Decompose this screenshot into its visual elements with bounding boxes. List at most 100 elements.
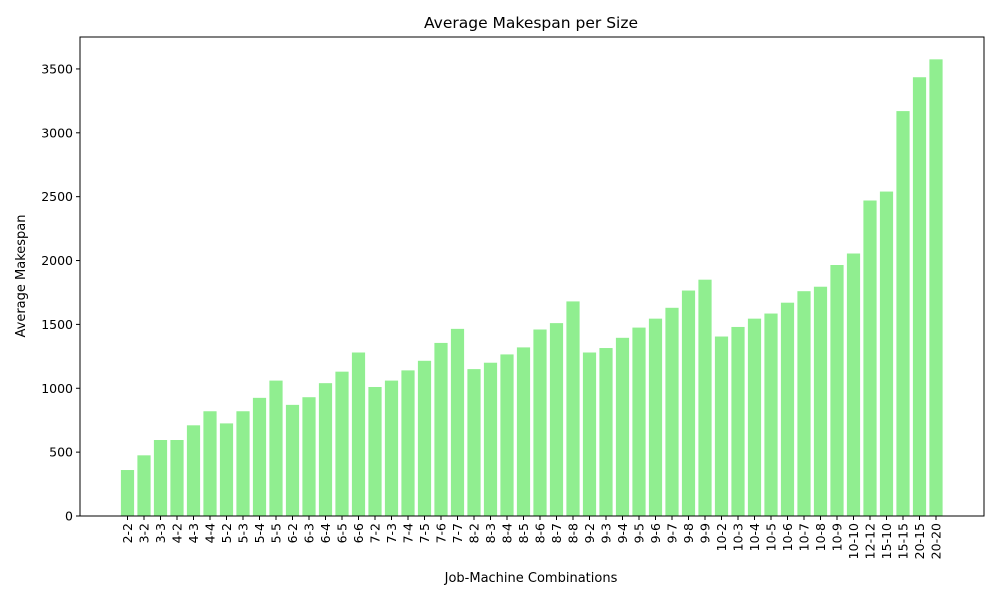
bar-9-3 bbox=[599, 348, 613, 516]
bar-8-7 bbox=[549, 323, 564, 516]
x-tick-label: 5-3 bbox=[236, 523, 251, 543]
bar-10-6 bbox=[780, 302, 795, 516]
bar-15-15 bbox=[896, 111, 910, 516]
bar-4-3 bbox=[186, 425, 201, 516]
x-tick-label: 5-4 bbox=[252, 523, 267, 543]
x-tick-label: 6-3 bbox=[302, 523, 317, 543]
bar-8-8 bbox=[566, 301, 580, 516]
bar-6-4 bbox=[318, 383, 333, 516]
bar-7-2 bbox=[368, 386, 382, 516]
bar-6-3 bbox=[302, 397, 316, 516]
x-tick-label: 3-2 bbox=[137, 523, 152, 543]
bar-4-2 bbox=[170, 440, 184, 516]
bar-5-2 bbox=[219, 423, 234, 516]
y-tick-label: 3000 bbox=[41, 125, 73, 140]
x-tick-label: 9-7 bbox=[665, 523, 680, 543]
x-tick-label: 9-9 bbox=[698, 523, 713, 543]
bar-7-3 bbox=[384, 380, 399, 516]
x-tick-label: 6-5 bbox=[335, 523, 350, 543]
bar-10-9 bbox=[830, 265, 844, 516]
bar-5-5 bbox=[269, 380, 283, 516]
bar-20-20 bbox=[929, 59, 943, 516]
bar-3-3 bbox=[153, 440, 168, 516]
bar-15-10 bbox=[879, 191, 894, 516]
x-tick-label: 4-2 bbox=[170, 523, 185, 543]
x-tick-label: 10-7 bbox=[797, 523, 812, 551]
x-tick-label: 20-15 bbox=[912, 523, 927, 559]
x-tick-label: 5-5 bbox=[269, 523, 284, 543]
bar-8-2 bbox=[467, 369, 481, 516]
x-tick-label: 10-3 bbox=[731, 523, 746, 551]
x-tick-label: 9-5 bbox=[632, 523, 647, 543]
x-axis: 2-2 3-2 3-3 4-2 4-3 4-4 5-2 5-3 5-4 5-5 6-2 6-3 6-4 6… bbox=[120, 516, 944, 559]
x-tick-label: 15-15 bbox=[896, 523, 911, 559]
bar-6-2 bbox=[285, 404, 300, 516]
bar-5-4 bbox=[252, 397, 267, 516]
bar-2-2 bbox=[120, 470, 135, 516]
bar-7-7 bbox=[450, 328, 465, 516]
x-tick-label: 20-20 bbox=[929, 523, 944, 559]
x-tick-label: 8-3 bbox=[483, 523, 498, 543]
bars-group bbox=[120, 59, 943, 517]
x-tick-label: 7-7 bbox=[450, 523, 465, 543]
x-tick-label: 10-9 bbox=[830, 523, 845, 551]
x-tick-label: 6-2 bbox=[285, 523, 300, 543]
x-tick-label: 9-8 bbox=[681, 523, 696, 543]
bar-10-8 bbox=[813, 286, 828, 516]
bar-10-7 bbox=[797, 291, 811, 516]
y-tick-label: 3500 bbox=[41, 61, 73, 76]
bar-8-6 bbox=[533, 329, 547, 516]
x-tick-label: 9-4 bbox=[615, 523, 630, 543]
bar-6-6 bbox=[351, 352, 366, 516]
bar-9-2 bbox=[582, 352, 597, 516]
x-tick-label: 12-12 bbox=[863, 523, 878, 559]
bar-8-3 bbox=[483, 362, 498, 516]
x-tick-label: 4-4 bbox=[203, 523, 218, 543]
x-tick-label: 10-8 bbox=[813, 523, 828, 551]
x-tick-label: 4-3 bbox=[186, 523, 201, 543]
x-tick-label: 8-5 bbox=[516, 523, 531, 543]
bar-9-8 bbox=[681, 290, 696, 516]
y-tick-label: 0 bbox=[65, 509, 73, 524]
x-tick-label: 8-4 bbox=[500, 523, 515, 543]
bar-9-6 bbox=[648, 318, 663, 516]
x-tick-label: 8-7 bbox=[549, 523, 564, 543]
bar-9-9 bbox=[698, 279, 712, 516]
x-tick-label: 10-6 bbox=[780, 523, 795, 551]
x-tick-label: 7-6 bbox=[434, 523, 449, 543]
bar-3-2 bbox=[137, 455, 151, 516]
bar-7-5 bbox=[417, 360, 432, 516]
bar-7-4 bbox=[401, 370, 415, 516]
bar-8-4 bbox=[500, 354, 514, 516]
y-tick-label: 1000 bbox=[41, 381, 73, 396]
bar-7-6 bbox=[434, 342, 448, 516]
bar-10-4 bbox=[747, 318, 762, 516]
x-tick-label: 9-3 bbox=[599, 523, 614, 543]
x-tick-label: 15-10 bbox=[879, 523, 894, 559]
y-tick-label: 2500 bbox=[41, 189, 73, 204]
bar-20-15 bbox=[912, 77, 927, 517]
chart-title: Average Makespan per Size bbox=[424, 14, 638, 32]
x-tick-label: 10-5 bbox=[764, 523, 779, 551]
bar-9-5 bbox=[632, 327, 646, 516]
bar-10-10 bbox=[846, 253, 861, 516]
x-tick-label: 8-6 bbox=[533, 523, 548, 543]
bar-10-3 bbox=[731, 326, 745, 516]
bar-10-5 bbox=[764, 313, 778, 516]
x-tick-label: 10-2 bbox=[714, 523, 729, 551]
x-tick-label: 7-2 bbox=[368, 523, 383, 543]
bar-9-7 bbox=[665, 307, 679, 516]
x-tick-label: 7-5 bbox=[417, 523, 432, 543]
x-tick-label: 7-4 bbox=[401, 523, 416, 543]
plot-frame bbox=[79, 36, 985, 517]
y-tick-label: 1500 bbox=[41, 317, 73, 332]
bar-5-3 bbox=[236, 411, 250, 516]
y-axis: 0 500 1000 1500 2000 2500 3000 3500 bbox=[41, 61, 80, 524]
x-tick-label: 6-6 bbox=[351, 523, 366, 543]
bar-10-2 bbox=[714, 336, 729, 516]
y-tick-label: 500 bbox=[49, 445, 73, 460]
x-tick-label: 5-2 bbox=[219, 523, 234, 543]
x-tick-label: 10-4 bbox=[747, 523, 762, 551]
x-tick-label: 2-2 bbox=[120, 523, 135, 543]
